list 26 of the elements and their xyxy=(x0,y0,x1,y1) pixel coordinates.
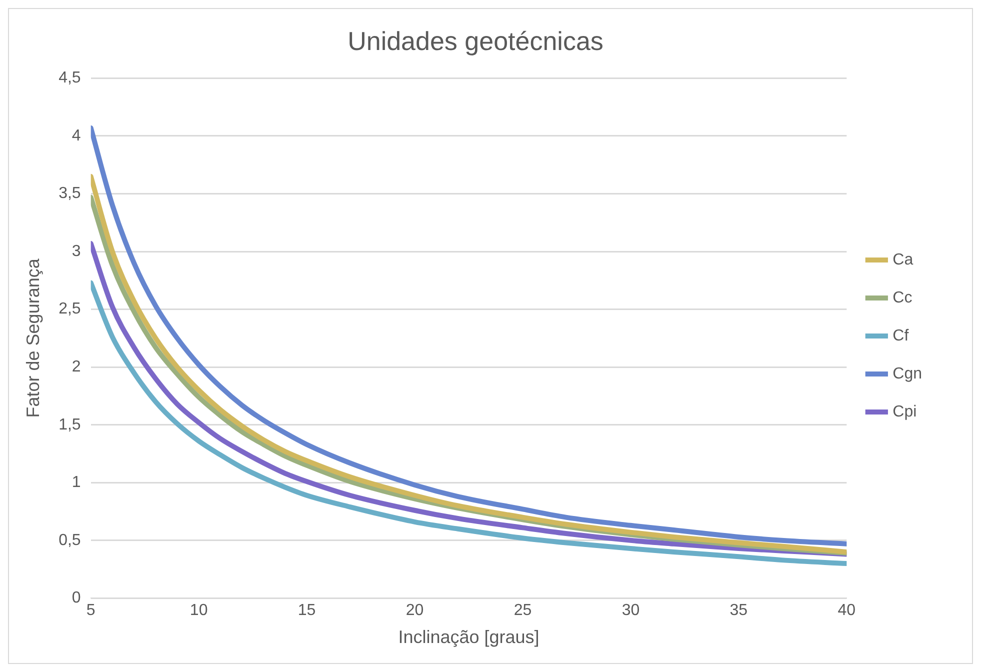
legend-label: Cf xyxy=(892,327,910,344)
x-tick-label: 10 xyxy=(190,602,208,620)
y-tick-label: 1 xyxy=(72,474,81,492)
x-tick-label: 35 xyxy=(730,602,748,620)
y-axis-title: Fator de Segurança xyxy=(22,258,43,418)
y-tick-label: 0 xyxy=(72,590,81,607)
y-tick-label: 3 xyxy=(72,242,81,260)
x-axis-title: Inclinação [graus] xyxy=(398,627,540,648)
x-tick-label: 5 xyxy=(86,602,96,620)
x-tick-label: 30 xyxy=(622,602,640,620)
legend-label: Cc xyxy=(892,289,912,306)
y-tick-label: 4,5 xyxy=(58,70,81,87)
legend-label: Ca xyxy=(892,251,914,268)
y-tick-label: 1,5 xyxy=(58,416,81,434)
y-tick-label: 0,5 xyxy=(58,532,81,549)
legend-label: Cpi xyxy=(892,403,917,420)
y-tick-label: 4 xyxy=(72,127,81,144)
x-tick-label: 15 xyxy=(298,602,316,620)
x-tick-label: 20 xyxy=(406,602,424,620)
y-tick-label: 2 xyxy=(72,358,81,376)
x-tick-label: 25 xyxy=(514,602,532,620)
y-tick-label: 3,5 xyxy=(58,185,81,202)
y-tick-label: 2,5 xyxy=(58,300,81,318)
x-tick-label: 40 xyxy=(838,602,856,620)
chart-title: Unidades geotécnicas xyxy=(348,26,604,56)
legend-label: Cgn xyxy=(892,365,922,382)
